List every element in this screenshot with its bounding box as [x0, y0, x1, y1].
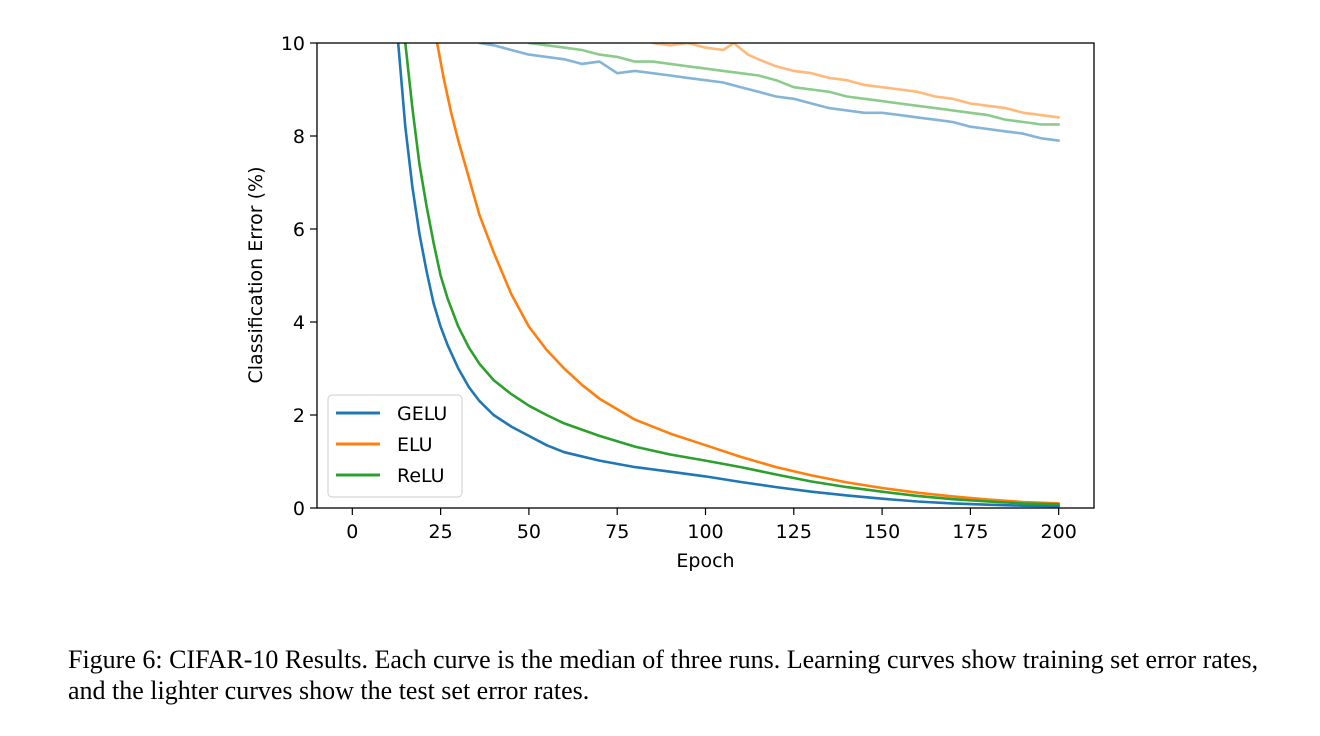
x-tick-label: 25 [429, 521, 453, 543]
series-line-relu-test [527, 43, 1060, 126]
legend-label-relu: ReLU [397, 465, 445, 487]
x-tick-label: 0 [346, 521, 358, 543]
figure-caption: Figure 6: CIFAR-10 Results. Each curve i… [68, 645, 1259, 705]
x-tick-label: 150 [864, 521, 900, 543]
x-axis: 0 25 50 75 100 125 150 175 200 [346, 508, 1077, 543]
y-axis: 0 2 4 6 8 10 [281, 33, 317, 520]
y-tick-label: 8 [293, 126, 305, 148]
x-tick-label: 125 [776, 521, 812, 543]
y-axis-label: Classification Error (%) [245, 167, 267, 384]
x-tick-label: 75 [605, 521, 629, 543]
series-line-elu-test [651, 43, 1060, 119]
legend: GELU ELU ReLU [327, 394, 463, 498]
legend-label-gelu: GELU [397, 403, 447, 425]
series-line-gelu-test [478, 43, 1060, 142]
chart: 0 25 50 75 100 125 150 175 200 0 2 4 6 8 10 Epoch Cla… [245, 33, 1095, 572]
y-tick-label: 10 [281, 33, 305, 55]
series-line-elu-train [435, 43, 1060, 505]
x-tick-label: 50 [517, 521, 541, 543]
legend-label-elu: ELU [397, 434, 433, 456]
series-layer [396, 43, 1060, 508]
series-line-relu-train [403, 43, 1060, 506]
series-line-gelu-train [396, 43, 1060, 508]
legend-box [327, 394, 463, 498]
y-tick-label: 6 [293, 219, 305, 241]
x-tick-label: 175 [952, 521, 988, 543]
x-axis-label: Epoch [676, 550, 734, 572]
x-tick-label: 100 [687, 521, 723, 543]
y-tick-label: 2 [293, 405, 305, 427]
x-tick-label: 200 [1041, 521, 1077, 543]
y-tick-label: 0 [293, 498, 305, 520]
y-tick-label: 4 [293, 312, 305, 334]
